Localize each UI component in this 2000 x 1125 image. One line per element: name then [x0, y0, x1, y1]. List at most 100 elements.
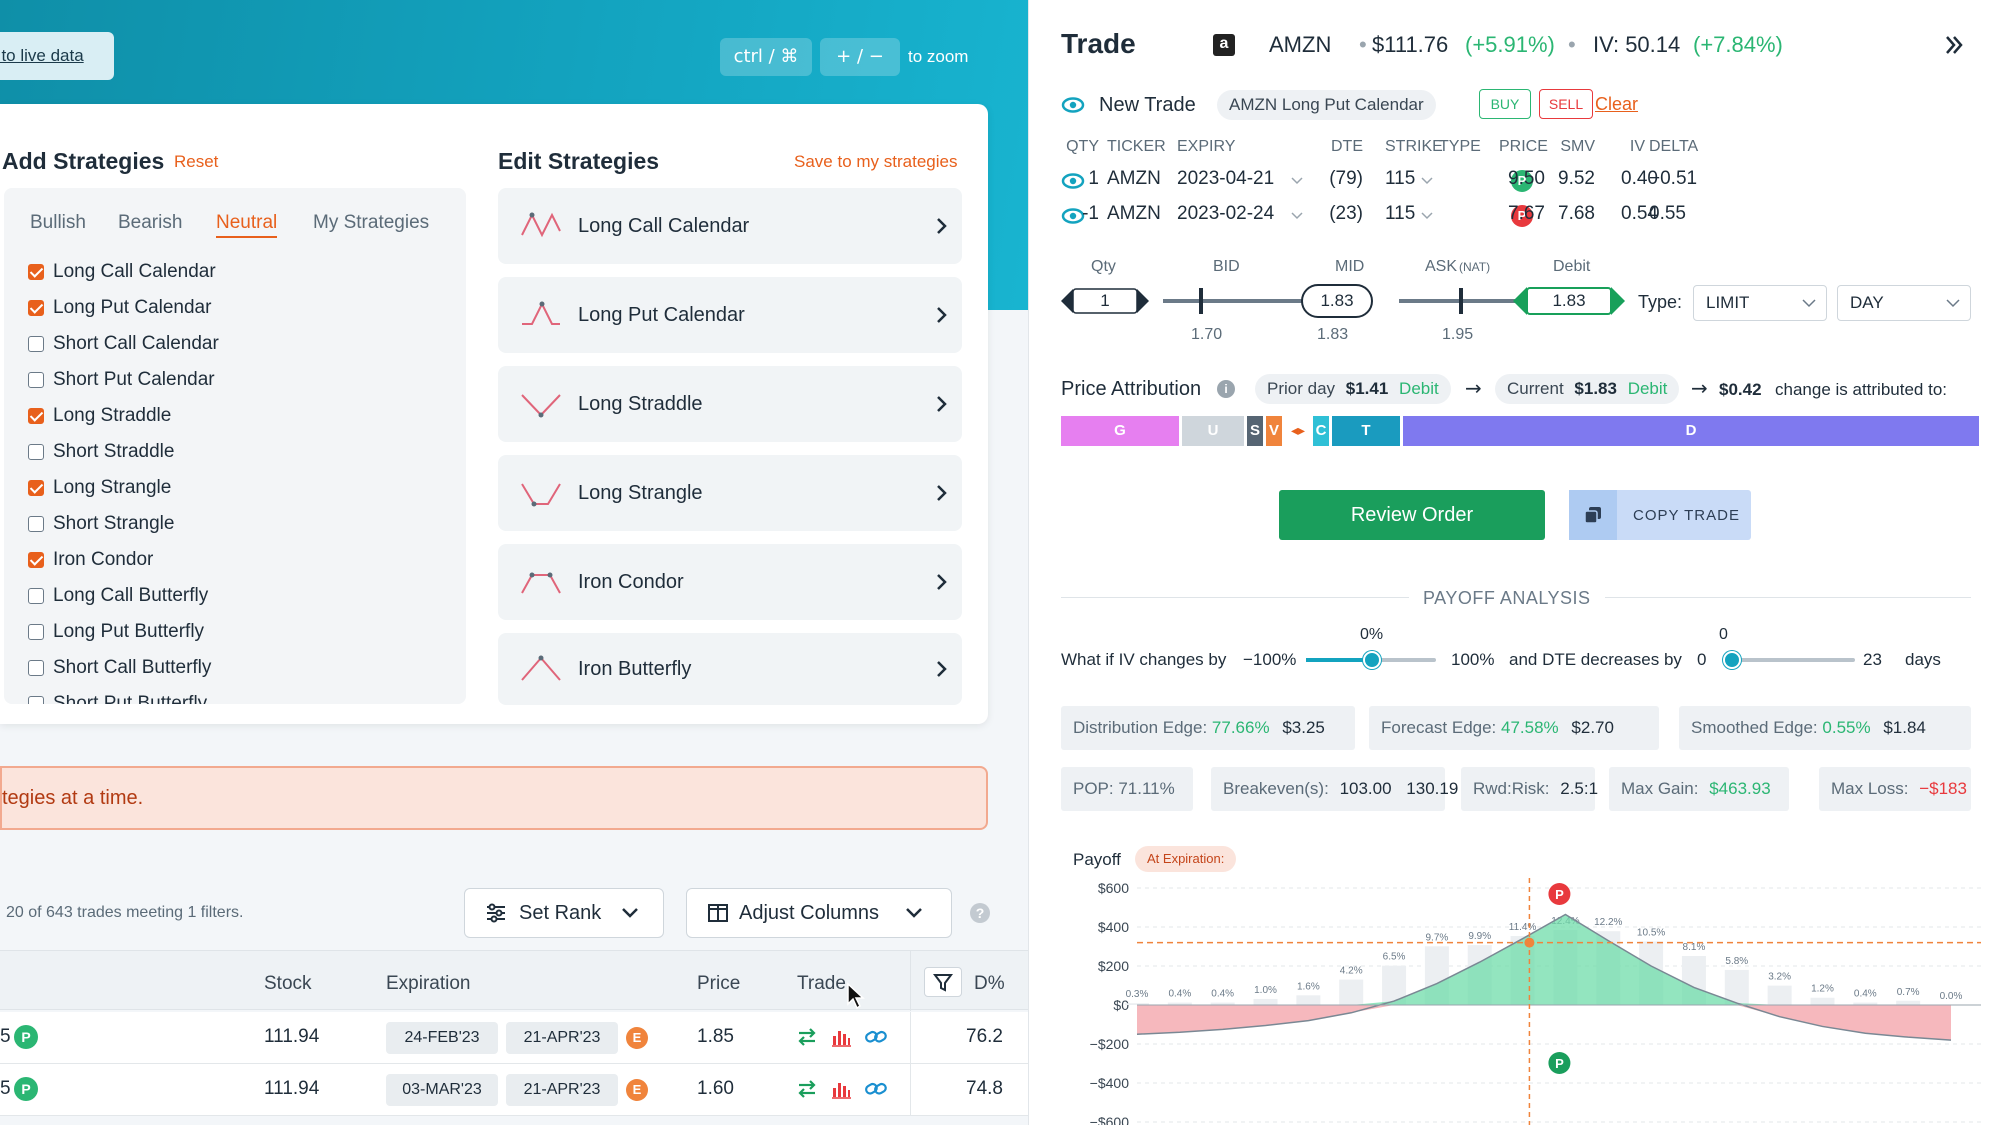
leg-strike[interactable]: 115 [1385, 203, 1416, 224]
strategy-item[interactable]: Long Put Butterfly [28, 614, 458, 650]
strategy-item[interactable]: Short Call Butterfly [28, 650, 458, 686]
edit-strategy-card[interactable]: Long Put Calendar [498, 277, 962, 353]
column-expiration[interactable]: Expiration [386, 973, 471, 994]
strategy-item[interactable]: Short Put Calendar [28, 362, 458, 398]
edit-strategy-card[interactable]: Long Straddle [498, 366, 962, 442]
checked-checkbox[interactable] [28, 264, 44, 280]
strategy-item[interactable]: Long Strangle [28, 470, 458, 506]
edit-strategy-card[interactable]: Long Call Calendar [498, 188, 962, 264]
chevron-right-icon[interactable] [922, 305, 962, 325]
chevron-right-icon[interactable] [922, 572, 962, 592]
strategy-item[interactable]: Long Call Butterfly [28, 578, 458, 614]
edit-strategy-card[interactable]: Iron Condor [498, 544, 962, 620]
iv-slider[interactable] [1306, 651, 1436, 669]
chevron-right-icon[interactable] [922, 483, 962, 503]
filter-button[interactable] [924, 967, 962, 997]
smoothed-edge: Smoothed Edge: 0.55% $1.84 [1679, 706, 1971, 750]
chevron-down-icon[interactable] [1291, 172, 1303, 190]
leg-expiry[interactable]: 2023-02-24 [1177, 203, 1275, 224]
set-rank-button[interactable]: Set Rank [464, 888, 664, 938]
attribution-segment-c[interactable]: C [1313, 416, 1329, 446]
link-icon[interactable] [864, 1078, 888, 1100]
checked-checkbox[interactable] [28, 408, 44, 424]
chart-bars-icon[interactable] [830, 1078, 852, 1100]
leg-expiry[interactable]: 2023-04-21 [1177, 168, 1275, 189]
help-icon[interactable]: ? [970, 903, 990, 923]
buy-button[interactable]: BUY [1479, 89, 1531, 119]
dte-slider-handle[interactable] [1723, 651, 1741, 669]
unchecked-checkbox[interactable] [28, 696, 44, 704]
chevron-down-icon[interactable] [1291, 207, 1303, 225]
tab-my-strategies[interactable]: My Strategies [313, 212, 430, 233]
chevron-right-icon[interactable] [922, 659, 962, 679]
table-row[interactable]: 5 P 111.94 03-MAR'23 21-APR'23 E 1.60 74.8 [0, 1064, 1028, 1116]
strategy-item[interactable]: Long Put Calendar [28, 290, 458, 326]
at-expiration-pill[interactable]: At Expiration: [1135, 846, 1237, 872]
strategy-item[interactable]: Long Call Calendar [28, 254, 458, 290]
swap-icon[interactable] [796, 1026, 818, 1048]
strategy-item[interactable]: Short Straddle [28, 434, 458, 470]
strategy-item[interactable]: Iron Condor [28, 542, 458, 578]
attribution-segment-s[interactable]: S [1247, 416, 1263, 446]
time-in-force-select[interactable]: DAY [1837, 285, 1971, 321]
strategy-item[interactable]: Short Strangle [28, 506, 458, 542]
column-stock[interactable]: Stock [264, 973, 312, 994]
adjust-columns-button[interactable]: Adjust Columns [686, 888, 952, 938]
dte-slider[interactable] [1723, 651, 1855, 669]
sell-button[interactable]: SELL [1539, 89, 1593, 119]
order-type-select[interactable]: LIMIT [1693, 285, 1827, 321]
save-to-my-strategies-link[interactable]: Save to my strategies [794, 152, 958, 171]
payoff-chart[interactable]: $600 $400 $200 $0 −$200 −$400 −$600 0.3% 0.4% 0.4… [1029, 870, 2000, 1125]
checked-checkbox[interactable] [28, 300, 44, 316]
strategy-item[interactable]: Short Put Butterfly [28, 686, 458, 704]
qty-stepper[interactable]: 1 [1061, 286, 1149, 316]
chevron-right-icon[interactable] [922, 216, 962, 236]
strategy-item[interactable]: Long Straddle [28, 398, 458, 434]
edit-strategy-card[interactable]: Iron Butterfly [498, 633, 962, 705]
tab-neutral[interactable]: Neutral [216, 212, 278, 238]
table-row[interactable]: 5 P 111.94 24-FEB'23 21-APR'23 E 1.85 76.2 [0, 1012, 1028, 1064]
expand-arrows-icon[interactable]: ◂▸ [1290, 423, 1306, 439]
unchecked-checkbox[interactable] [28, 444, 44, 460]
copy-trade-button[interactable]: COPY TRADE [1569, 490, 1751, 540]
leg-strike[interactable]: 115 [1385, 168, 1416, 189]
attribution-segment-v[interactable]: V [1266, 416, 1282, 446]
chevron-right-icon[interactable] [922, 394, 962, 414]
link-icon[interactable] [864, 1026, 888, 1048]
iv-slider-handle[interactable] [1363, 651, 1381, 669]
chart-bars-icon[interactable] [830, 1026, 852, 1048]
attribution-segment-t[interactable]: T [1332, 416, 1400, 446]
chevron-down-icon[interactable] [1421, 207, 1433, 225]
eye-icon[interactable] [1061, 207, 1085, 230]
review-order-button[interactable]: Review Order [1279, 490, 1545, 540]
back-to-live-data-link[interactable]: t to live data [0, 32, 114, 80]
eye-icon[interactable] [1061, 172, 1085, 195]
column-d-percent[interactable]: D% [974, 973, 1005, 994]
mid-price-handle[interactable]: 1.83 [1301, 284, 1373, 318]
unchecked-checkbox[interactable] [28, 516, 44, 532]
unchecked-checkbox[interactable] [28, 336, 44, 352]
reset-link[interactable]: Reset [174, 152, 219, 171]
attribution-segment-d[interactable]: D [1403, 416, 1979, 446]
unchecked-checkbox[interactable] [28, 372, 44, 388]
unchecked-checkbox[interactable] [28, 624, 44, 640]
checked-checkbox[interactable] [28, 552, 44, 568]
unchecked-checkbox[interactable] [28, 588, 44, 604]
strategy-item[interactable]: Short Call Calendar [28, 326, 458, 362]
checked-checkbox[interactable] [28, 480, 44, 496]
unchecked-checkbox[interactable] [28, 660, 44, 676]
column-price[interactable]: Price [697, 973, 741, 994]
collapse-chevrons-icon[interactable] [1943, 34, 1965, 56]
edit-strategy-card[interactable]: Long Strangle [498, 455, 962, 531]
debit-stepper[interactable]: 1.83 [1513, 284, 1625, 318]
eye-icon[interactable] [1061, 96, 1085, 114]
swap-icon[interactable] [796, 1078, 818, 1100]
chevron-down-icon[interactable] [1421, 172, 1433, 190]
tab-bullish[interactable]: Bullish [30, 212, 86, 233]
clear-link[interactable]: Clear [1595, 94, 1639, 114]
attribution-segment-g[interactable]: G [1061, 416, 1179, 446]
column-trade[interactable]: Trade [797, 973, 846, 994]
attribution-segment-u[interactable]: U [1182, 416, 1244, 446]
info-icon[interactable]: i [1217, 380, 1235, 398]
tab-bearish[interactable]: Bearish [118, 212, 183, 233]
